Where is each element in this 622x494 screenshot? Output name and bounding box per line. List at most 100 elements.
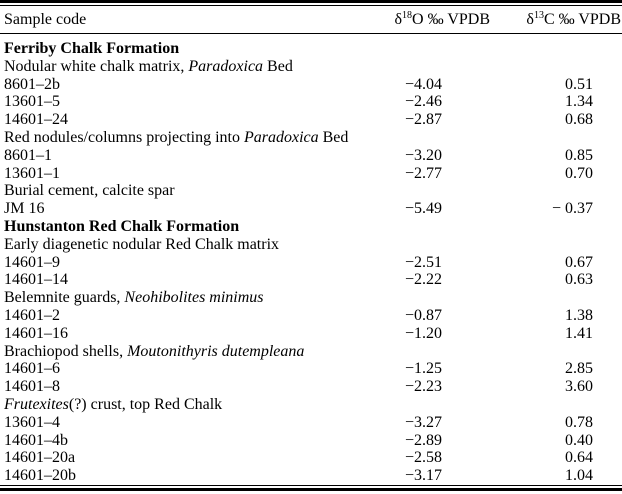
table-bottom-rule (0, 484, 622, 491)
label-text: Bed (263, 57, 293, 75)
label-text: Belemnite guards, (4, 289, 125, 307)
d13c-value-cell: − 0.37 (551, 200, 593, 218)
sample-code-cell: 14601–24 (4, 111, 68, 129)
sample-code-cell: 13601–1 (4, 164, 60, 182)
sample-code-cell: 14601–8 (4, 378, 60, 396)
d13c-value-cell: 0.51 (565, 75, 593, 93)
formation-heading-cell: Ferriby Chalk Formation (0, 34, 622, 58)
isotope-mass-number: 13 (533, 9, 544, 21)
sample-code-cell: 14601–20b (4, 467, 76, 485)
sample-group-label-cell: Burial cement, calcite spar (0, 182, 622, 200)
d13c-header-unit: C ‰ VPDB (543, 10, 621, 28)
d13c-value-cell: 1.04 (565, 467, 593, 485)
sample-code-cell: 13601–5 (4, 93, 60, 111)
d18o-value-cell: −5.49 (404, 200, 442, 218)
table-header: Sample code δ18O ‰ VPDB δ13C ‰ VPDB (0, 6, 622, 34)
label-text: Burial cement, calcite spar (4, 182, 175, 200)
col-header-d18o: δ18O ‰ VPDB (362, 6, 492, 34)
data-row: 8601–1 −3.20 0.85 (0, 147, 622, 165)
data-row: 14601–16 −1.20 1.41 (0, 325, 622, 343)
d13c-value-cell: 0.70 (565, 164, 593, 182)
label-text: Nodular white chalk matrix, (4, 57, 189, 75)
group-row: Belemnite guards, Neohibolites minimus (0, 289, 622, 307)
data-row: 14601–9 −2.51 0.67 (0, 254, 622, 272)
sample-group-label-cell: Early diagenetic nodular Red Chalk matri… (0, 236, 622, 254)
d18o-value-cell: −3.27 (404, 413, 442, 431)
label-text: Hunstanton Red Chalk Formation (4, 217, 240, 235)
group-row: Red nodules/columns projecting into Para… (0, 129, 622, 147)
section-row: Hunstanton Red Chalk Formation (0, 218, 622, 236)
sample-code-cell: 14601–2 (4, 306, 60, 324)
sample-group-label-cell: Brachiopod shells, Moutonithyris dutempl… (0, 343, 622, 361)
sample-code-cell: 14601–20a (4, 449, 76, 467)
taxon-name: Moutonithyris dutempleana (127, 342, 305, 360)
d18o-value-cell: −2.51 (404, 253, 442, 271)
header-row: Sample code δ18O ‰ VPDB δ13C ‰ VPDB (0, 6, 622, 34)
d18o-value-cell: −2.89 (404, 431, 442, 449)
sample-code-cell: 8601–1 (4, 146, 52, 164)
data-row: 13601–5 −2.46 1.34 (0, 93, 622, 111)
group-row: Burial cement, calcite spar (0, 182, 622, 200)
group-row: Early diagenetic nodular Red Chalk matri… (0, 236, 622, 254)
d18o-value-cell: −2.46 (404, 93, 442, 111)
d13c-value-cell: 1.34 (565, 93, 593, 111)
data-row: 14601–4b −2.89 0.40 (0, 432, 622, 450)
data-row: 14601–6 −1.25 2.85 (0, 360, 622, 378)
d13c-value-cell: 1.41 (565, 324, 593, 342)
section-row: Ferriby Chalk Formation (0, 34, 622, 58)
data-row: 13601–4 −3.27 0.78 (0, 414, 622, 432)
sample-code-cell: 13601–4 (4, 413, 60, 431)
d13c-value-cell: 0.85 (565, 146, 593, 164)
d13c-value-cell: 0.68 (565, 111, 593, 129)
table-top-rule (0, 0, 622, 6)
data-row: 14601–8 −2.23 3.60 (0, 378, 622, 396)
sample-code-header-label: Sample code (4, 10, 87, 28)
delta-symbol: δ (394, 10, 403, 28)
d13c-value-cell: 0.78 (565, 413, 593, 431)
sample-code-cell: 14601–16 (4, 324, 68, 342)
isotope-mass-number: 18 (402, 9, 413, 21)
d18o-value-cell: −2.58 (404, 449, 442, 467)
d13c-value-cell: 2.85 (565, 360, 593, 378)
data-row: 14601–24 −2.87 0.68 (0, 111, 622, 129)
sample-code-cell: 8601–2b (4, 75, 60, 93)
d18o-value-cell: −4.04 (404, 75, 442, 93)
label-text: (?) crust, top Red Chalk (68, 395, 223, 413)
data-row: 14601–20a −2.58 0.64 (0, 449, 622, 467)
label-text: Red nodules/columns projecting into (4, 128, 244, 146)
d13c-value-cell: 3.60 (565, 378, 593, 396)
sample-group-label-cell: Red nodules/columns projecting into Para… (0, 129, 622, 147)
d18o-value-cell: −3.20 (404, 146, 442, 164)
taxon-name: Paradoxica (188, 57, 264, 75)
sample-group-label-cell: Nodular white chalk matrix, Paradoxica B… (0, 58, 622, 76)
d18o-value-cell: −1.25 (404, 360, 442, 378)
d13c-value-cell: 0.40 (565, 431, 593, 449)
data-row: 14601–2 −0.87 1.38 (0, 307, 622, 325)
formation-heading-cell: Hunstanton Red Chalk Formation (0, 218, 622, 236)
d18o-value-cell: −2.77 (404, 164, 442, 182)
group-row: Frutexites(?) crust, top Red Chalk (0, 396, 622, 414)
col-header-d13c: δ13C ‰ VPDB (492, 6, 622, 34)
data-row: 14601–14 −2.22 0.63 (0, 271, 622, 289)
d18o-value-cell: −3.17 (404, 467, 442, 485)
data-row: 8601–2b −4.04 0.51 (0, 76, 622, 94)
d13c-value-cell: 1.38 (565, 306, 593, 324)
d18o-value-cell: −0.87 (404, 306, 442, 324)
sample-code-cell: 14601–4b (4, 431, 68, 449)
label-text: Bed (318, 128, 349, 146)
d18o-value-cell: −2.22 (404, 271, 442, 289)
sample-group-label-cell: Belemnite guards, Neohibolites minimus (0, 289, 622, 307)
d13c-value-cell: 0.63 (565, 271, 593, 289)
label-text: Ferriby Chalk Formation (4, 40, 180, 57)
delta-symbol: δ (526, 10, 534, 28)
sample-code-cell: 14601–9 (4, 253, 60, 271)
data-row: 14601–20b −3.17 1.04 (0, 467, 622, 485)
d18o-value-cell: −2.23 (404, 378, 442, 396)
data-row: JM 16 −5.49 − 0.37 (0, 200, 622, 218)
group-row: Nodular white chalk matrix, Paradoxica B… (0, 58, 622, 76)
label-text: Early diagenetic nodular Red Chalk matri… (4, 235, 280, 253)
d18o-header-unit: O ‰ VPDB (412, 10, 490, 28)
taxon-name: Neohibolites minimus (124, 289, 264, 307)
sample-group-label-cell: Frutexites(?) crust, top Red Chalk (0, 396, 622, 414)
